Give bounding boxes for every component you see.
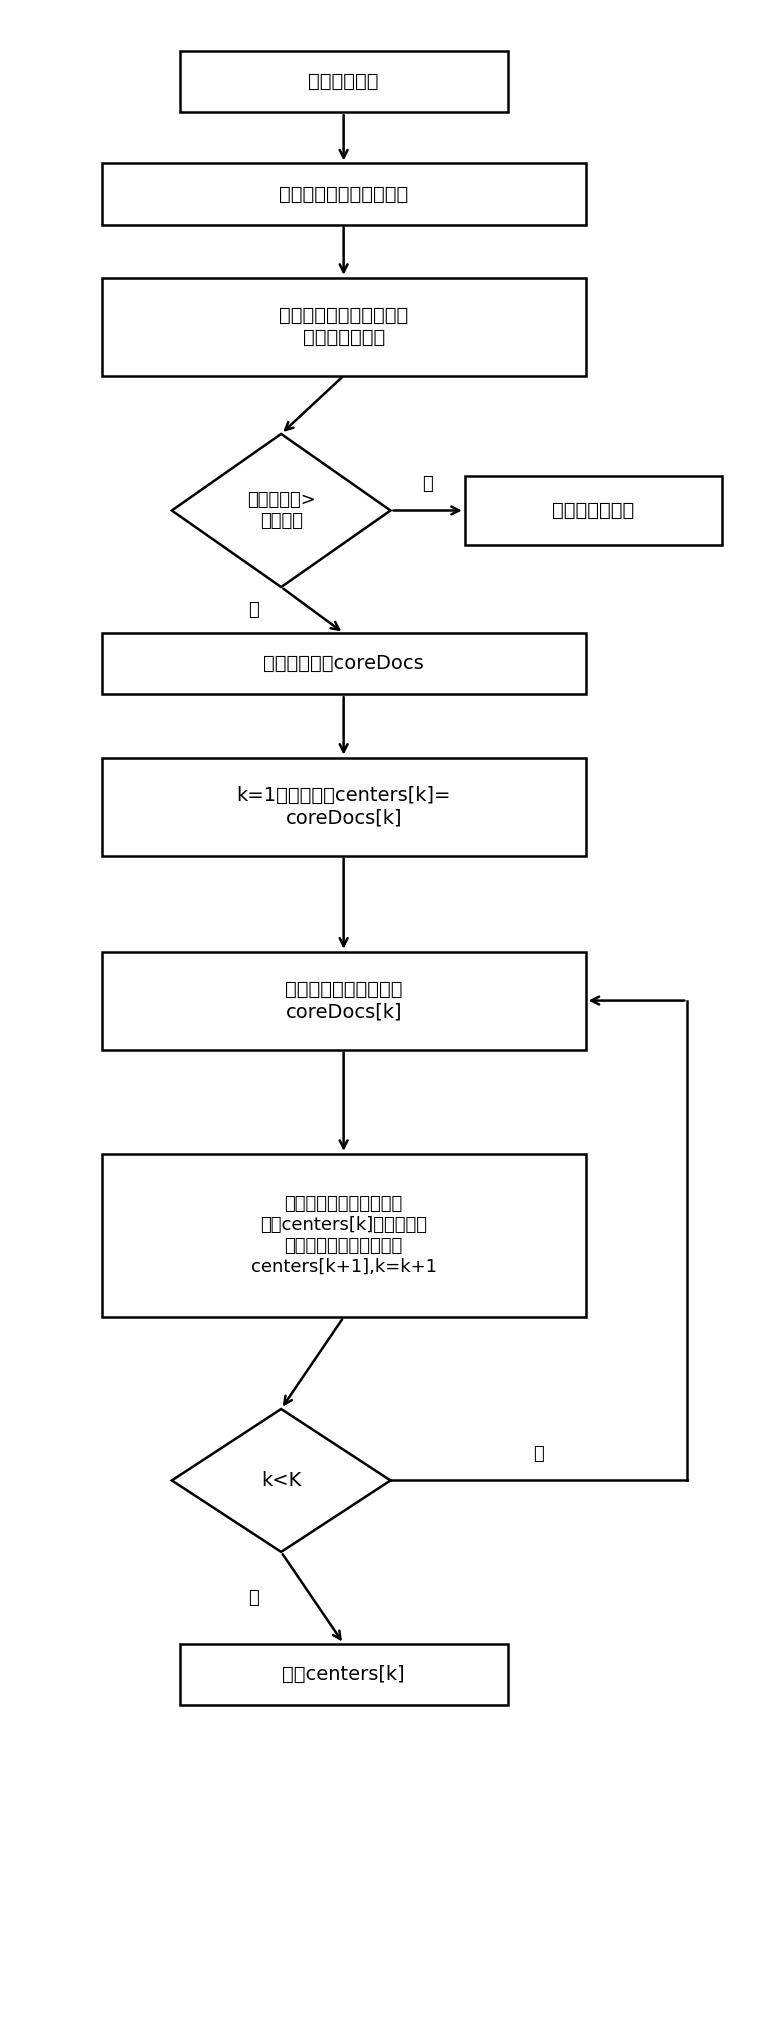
FancyBboxPatch shape	[102, 1154, 586, 1317]
Text: 平均相似度>
密度阈值: 平均相似度> 密度阈值	[247, 490, 316, 531]
Text: 是: 是	[248, 600, 259, 619]
Text: 任意两个文档间的相似度: 任意两个文档间的相似度	[279, 184, 408, 204]
FancyBboxPatch shape	[102, 278, 586, 376]
FancyBboxPatch shape	[102, 952, 586, 1050]
Text: 否: 否	[248, 1589, 259, 1607]
FancyBboxPatch shape	[102, 758, 586, 856]
Text: k<K: k<K	[261, 1470, 301, 1491]
FancyBboxPatch shape	[180, 1644, 508, 1705]
Text: 每一个文档与其他文档之
间的平均相似度: 每一个文档与其他文档之 间的平均相似度	[279, 306, 408, 347]
FancyBboxPatch shape	[102, 633, 586, 694]
Text: 核心文档集合coreDocs: 核心文档集合coreDocs	[263, 653, 424, 674]
Text: 非核心文档集合: 非核心文档集合	[552, 500, 635, 521]
Text: k=1，聚类中心centers[k]=
coreDocs[k]: k=1，聚类中心centers[k]= coreDocs[k]	[237, 786, 451, 827]
FancyBboxPatch shape	[465, 476, 722, 545]
Polygon shape	[172, 435, 390, 588]
Text: 输出centers[k]: 输出centers[k]	[282, 1664, 405, 1685]
FancyBboxPatch shape	[180, 51, 508, 112]
FancyBboxPatch shape	[102, 163, 586, 225]
Text: 否: 否	[423, 476, 433, 492]
Polygon shape	[172, 1409, 390, 1552]
Text: 从核心文档集合中删除
coreDocs[k]: 从核心文档集合中删除 coreDocs[k]	[285, 980, 402, 1021]
Text: 是: 是	[533, 1446, 544, 1462]
Text: 微博文档集合: 微博文档集合	[308, 71, 379, 92]
Text: 从修改后的核心文档中选
取与centers[k]最不相似的
文档最为下一个聚类中心
centers[k+1],k=k+1: 从修改后的核心文档中选 取与centers[k]最不相似的 文档最为下一个聚类中…	[251, 1195, 437, 1276]
